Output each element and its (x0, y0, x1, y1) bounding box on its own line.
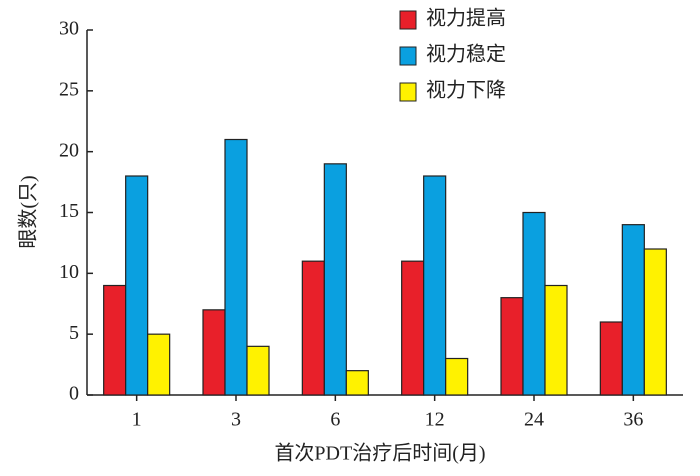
x-tick-label: 24 (524, 409, 544, 431)
bar (301, 260, 325, 396)
y-tick-label: 15 (59, 200, 79, 222)
bar (643, 248, 667, 396)
bar (246, 345, 270, 396)
legend-label: 视力稳定 (426, 43, 506, 66)
legend-swatch (399, 10, 417, 30)
bar (522, 211, 546, 396)
bar (224, 138, 248, 396)
y-tick-label: 0 (69, 383, 79, 405)
bar (621, 224, 645, 396)
bar (401, 260, 425, 396)
bar (345, 370, 369, 396)
bar (423, 175, 447, 396)
legend-label: 视力提高 (426, 7, 506, 30)
x-tick-label: 3 (231, 409, 241, 431)
bar (103, 284, 127, 396)
x-axis-label: 首次PDT治疗后时间(月) (274, 442, 485, 465)
legend-label: 视力下降 (426, 79, 506, 102)
x-tick-label: 1 (132, 409, 142, 431)
bar (445, 357, 469, 396)
y-tick-label: 20 (59, 139, 79, 161)
x-tick-label: 6 (330, 409, 340, 431)
x-tick-label: 36 (623, 409, 643, 431)
bar (500, 297, 524, 396)
y-tick-label: 5 (69, 322, 79, 344)
legend-swatch (399, 82, 417, 102)
bar (147, 333, 171, 396)
bar (599, 321, 623, 396)
x-tick-label: 12 (425, 409, 445, 431)
y-tick-label: 25 (59, 78, 79, 100)
y-axis-label: 眼数(只) (17, 175, 40, 248)
bar (544, 284, 568, 396)
bar (202, 309, 226, 396)
legend-swatch (399, 46, 417, 66)
bar (323, 163, 347, 396)
y-tick-label: 30 (59, 18, 79, 40)
bar (125, 175, 149, 396)
y-tick-label: 10 (59, 261, 79, 283)
